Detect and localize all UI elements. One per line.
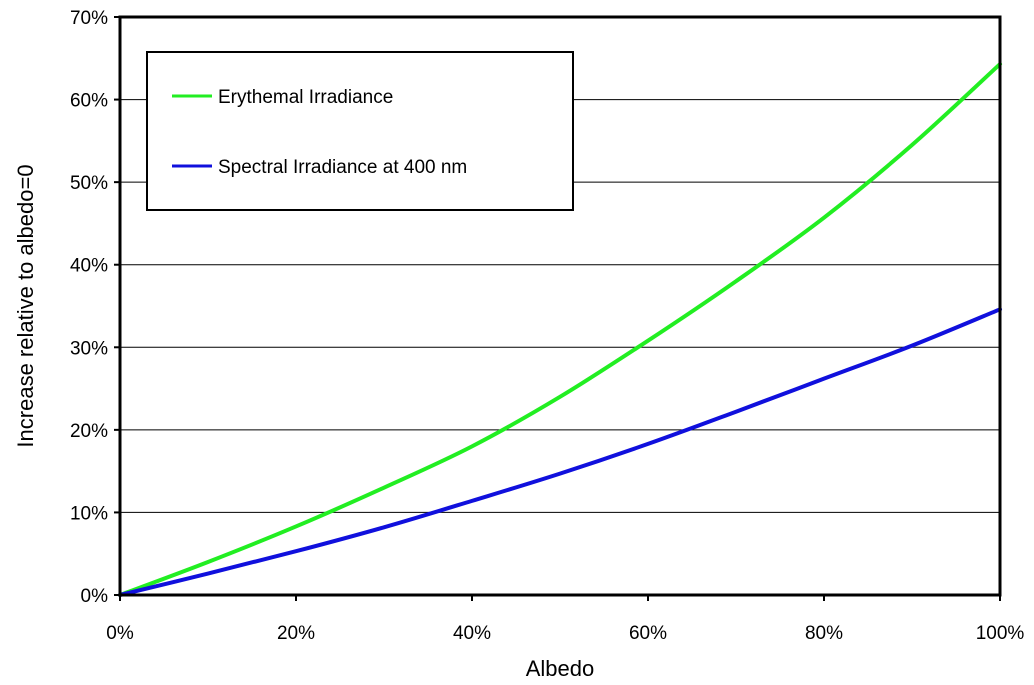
x-tick-label-4: 80% [805, 623, 843, 644]
x-tick-label-0: 0% [106, 623, 134, 644]
series-line-1 [118, 307, 1002, 597]
y-tick-label-1: 10% [70, 503, 108, 524]
legend: Erythemal Irradiance Spectral Irradiance… [146, 51, 574, 211]
legend-box [146, 51, 574, 211]
y-axis-title: Increase relative to albedo=0 [13, 164, 38, 447]
series-line-0 [118, 62, 1002, 597]
plot-area-frame [118, 15, 1002, 597]
y-tick-label-2: 20% [70, 421, 108, 442]
x-tick-label-3: 60% [629, 623, 667, 644]
y-axis-ticks: 0% 10% 20% 30% 40% 50% 60% 70% [70, 8, 120, 607]
legend-label-erythemal: Erythemal Irradiance [218, 87, 393, 108]
x-tick-label-5: 100% [976, 623, 1025, 644]
y-tick-label-5: 50% [70, 173, 108, 194]
y-tick-label-7: 70% [70, 8, 108, 29]
y-tick-label-6: 60% [70, 91, 108, 112]
legend-label-spectral: Spectral Irradiance at 400 nm [218, 157, 467, 178]
y-tick-label-3: 30% [70, 338, 108, 359]
series-lines [118, 62, 1002, 597]
x-tick-label-2: 40% [453, 623, 491, 644]
x-tick-label-1: 20% [277, 623, 315, 644]
y-tick-label-0: 0% [81, 586, 109, 607]
x-axis-title: Albedo [526, 656, 595, 681]
y-tick-label-4: 40% [70, 256, 108, 277]
x-axis-ticks: 0% 20% 40% 60% 80% 100% [106, 595, 1024, 644]
